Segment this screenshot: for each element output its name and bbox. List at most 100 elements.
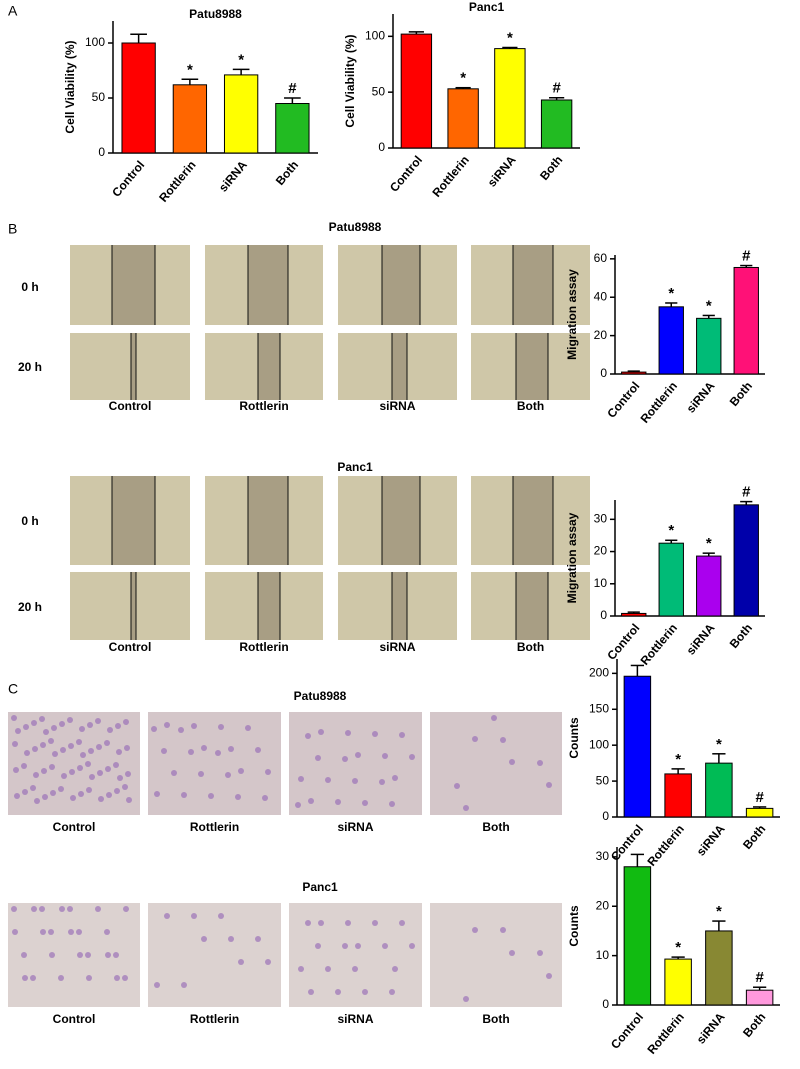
stained-cell [122, 784, 128, 790]
stained-cell [89, 774, 95, 780]
y-tick-label: 100 [589, 737, 609, 751]
stained-cell [78, 791, 84, 797]
y-axis-label: Counts [567, 717, 581, 759]
x-tick-label: Control [604, 621, 642, 663]
stained-cell [399, 732, 405, 738]
significance-label: * [460, 70, 466, 87]
stained-cell [107, 727, 113, 733]
stained-cell [238, 768, 244, 774]
x-tick-label: Control [604, 379, 642, 421]
stained-cell [305, 733, 311, 739]
bar [623, 675, 652, 818]
stained-cell [399, 920, 405, 926]
stained-cell [95, 906, 101, 912]
stained-cell [218, 913, 224, 919]
stained-cell [52, 751, 58, 757]
stained-cell [500, 737, 506, 743]
y-tick-label: 150 [589, 701, 609, 715]
stained-cell [298, 776, 304, 782]
figure-label: Both [517, 399, 544, 413]
figure-label: Control [53, 1012, 96, 1026]
stained-cell [50, 790, 56, 796]
stained-cell [30, 975, 36, 981]
y-tick-label: 0 [600, 608, 607, 622]
scratch-gap [248, 245, 288, 325]
stained-cell [12, 929, 18, 935]
figure-label: 0 h [21, 280, 38, 294]
stained-cell [164, 913, 170, 919]
stained-cell [85, 952, 91, 958]
significance-label: # [552, 80, 561, 97]
panel-label: A [8, 3, 18, 19]
stained-cell [342, 943, 348, 949]
scratch-image [70, 333, 190, 400]
scratch-gap [516, 333, 548, 400]
y-tick-label: 40 [594, 289, 608, 303]
panel-label: B [8, 221, 17, 237]
y-tick-label: 60 [594, 251, 608, 265]
stained-cell [238, 959, 244, 965]
stained-cell [392, 775, 398, 781]
y-tick-label: 20 [594, 328, 608, 342]
stained-cell [188, 749, 194, 755]
scratch-gap [382, 476, 420, 565]
figure-label: Control [109, 399, 152, 413]
stained-cell [262, 795, 268, 801]
transwell-image [289, 712, 422, 815]
scratch-gap [112, 476, 155, 565]
stained-cell [228, 936, 234, 942]
stained-cell [389, 989, 395, 995]
scratch-gap [258, 333, 280, 400]
stained-cell [318, 729, 324, 735]
bar [696, 555, 722, 617]
stained-cell [342, 756, 348, 762]
stained-cell [125, 771, 131, 777]
x-tick-label: siRNA [216, 158, 250, 195]
x-tick-label: siRNA [485, 153, 519, 190]
bar [705, 930, 733, 1006]
stained-cell [70, 795, 76, 801]
stained-cell [98, 796, 104, 802]
figure-label: Control [53, 820, 96, 834]
stained-cell [308, 798, 314, 804]
stained-cell [13, 767, 19, 773]
stained-cell [265, 769, 271, 775]
stained-cell [491, 715, 497, 721]
stained-cell [15, 728, 21, 734]
stained-cell [392, 966, 398, 972]
bar [745, 807, 774, 818]
stained-cell [208, 793, 214, 799]
significance-label: * [675, 939, 681, 956]
scratch-gap [392, 572, 407, 640]
transwell-image [8, 903, 140, 1007]
stained-cell [318, 920, 324, 926]
x-tick-label: Rottlerin [638, 621, 680, 668]
figure-label: Rottlerin [190, 1012, 239, 1026]
stained-cell [113, 762, 119, 768]
y-tick-label: 0 [98, 145, 105, 159]
stained-cell [355, 752, 361, 758]
stained-cell [85, 761, 91, 767]
stained-cell [382, 753, 388, 759]
significance-label: # [742, 484, 751, 501]
x-tick-label: Both [740, 1010, 768, 1040]
stained-cell [114, 788, 120, 794]
significance-label: * [716, 903, 722, 920]
stained-cell [154, 791, 160, 797]
stained-cell [537, 760, 543, 766]
stained-cell [76, 739, 82, 745]
figure-label: 0 h [21, 514, 38, 528]
bar [658, 306, 684, 375]
stained-cell [509, 759, 515, 765]
stained-cell [95, 718, 101, 724]
stained-cell [409, 943, 415, 949]
stained-cell [355, 943, 361, 949]
stained-cell [11, 715, 17, 721]
stained-cell [161, 748, 167, 754]
stained-cell [97, 770, 103, 776]
bar [705, 762, 733, 818]
stained-cell [48, 929, 54, 935]
x-tick-label: siRNA [684, 379, 718, 416]
x-tick-label: Both [273, 158, 301, 188]
stained-cell [198, 771, 204, 777]
